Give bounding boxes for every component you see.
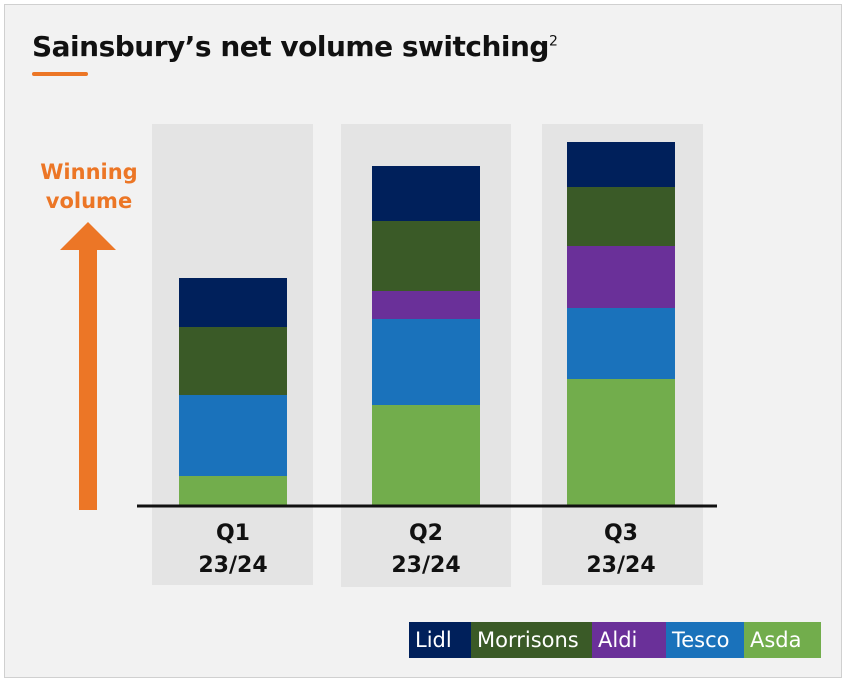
legend-item-aldi: Aldi [592, 622, 666, 658]
bar-segment-morrisons [179, 327, 287, 395]
legend-item-asda: Asda [744, 622, 821, 658]
x-tick-sublabel: 23/24 [586, 553, 655, 578]
y-annotation: Winning volume [40, 160, 138, 213]
bar-segment-morrisons [372, 221, 480, 291]
bar-segment-asda [179, 476, 287, 506]
bar-segment-tesco [372, 319, 480, 405]
legend-item-lidl: Lidl [409, 622, 471, 658]
bar-segment-asda [567, 379, 675, 506]
bar-segment-lidl [179, 278, 287, 327]
bar-segment-asda [372, 405, 480, 506]
title-text: Sainsbury’s net volume switching [32, 30, 549, 63]
bar-segment-morrisons [567, 187, 675, 246]
chart-title: Sainsbury’s net volume switching2 [32, 30, 558, 63]
x-tick-label: Q1 [216, 521, 250, 546]
x-tick-sublabel: 23/24 [198, 553, 267, 578]
bar-segment-tesco [567, 308, 675, 379]
legend-item-morrisons: Morrisons [471, 622, 592, 658]
legend-item-tesco: Tesco [666, 622, 744, 658]
arrow-shaft [79, 248, 97, 510]
title-underline [32, 72, 88, 76]
bar-segment-lidl [567, 142, 675, 187]
bar-segment-aldi [372, 291, 480, 319]
title-footnote: 2 [548, 33, 558, 50]
bar-segment-aldi [567, 246, 675, 308]
bar-segment-lidl [372, 166, 480, 221]
x-tick-sublabel: 23/24 [391, 553, 460, 578]
x-tick-label: Q2 [409, 521, 443, 546]
x-tick-label: Q3 [604, 521, 638, 546]
bar-segment-tesco [179, 395, 287, 476]
arrow-up-icon [60, 222, 116, 250]
